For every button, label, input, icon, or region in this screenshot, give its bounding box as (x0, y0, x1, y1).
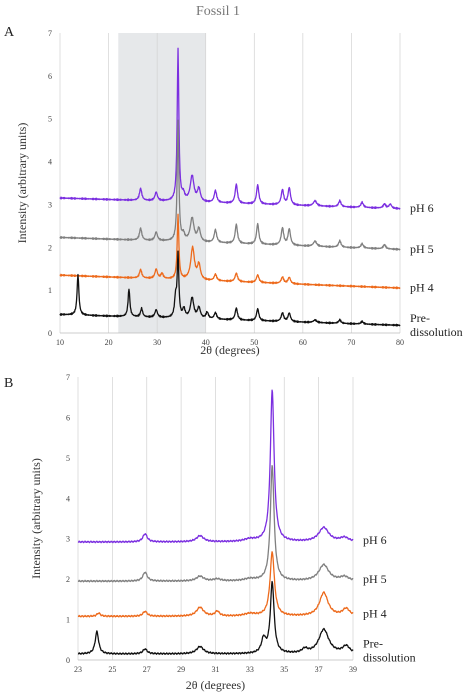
x-tick-label: 25 (108, 665, 116, 674)
y-axis-label: Intensity (arbitrary units) (29, 458, 43, 579)
chart-panel-a: A 10 20 30 40 50 60 70 80 0 1 2 3 4 5 6 7 2θ (degrees) Int… (4, 25, 463, 357)
series-line (59, 250, 401, 327)
x-tick-label: 35 (280, 665, 288, 674)
y-axis-label: Intensity (arbitrary units) (15, 123, 29, 244)
x-tick-label: 80 (396, 338, 404, 347)
series-label: pH 5 (363, 572, 387, 586)
series-line (77, 389, 354, 544)
x-tick-label: 20 (105, 338, 113, 347)
series-label: pH 6 (410, 201, 434, 215)
y-tick-label: 7 (48, 29, 52, 38)
y-tick-label: 0 (48, 329, 52, 338)
y-tick-label: 3 (48, 200, 52, 209)
y-tick-label: 1 (48, 286, 52, 295)
x-tick-label: 40 (202, 338, 210, 347)
y-tick-label: 7 (66, 373, 70, 382)
x-tick-label: 31 (212, 665, 220, 674)
series-label: Pre- (410, 311, 430, 325)
x-tick-label: 39 (349, 665, 357, 674)
series-label: pH 4 (363, 606, 387, 620)
y-tick-label: 0 (66, 656, 70, 665)
series-label: pH 6 (363, 533, 387, 547)
series-line (59, 47, 401, 210)
y-tick-label: 2 (66, 575, 70, 584)
x-tick-label: 10 (56, 338, 64, 347)
x-tick-label: 27 (143, 665, 151, 674)
panel-letter: B (4, 376, 13, 391)
y-tick-label: 5 (66, 454, 70, 463)
y-tick-label: 4 (66, 494, 70, 503)
x-tick-label: 29 (177, 665, 185, 674)
y-tick-label: 6 (48, 72, 52, 81)
series-line (59, 119, 401, 251)
y-tick-label: 5 (48, 115, 52, 124)
highlight-region (118, 33, 206, 333)
figure-title: Fossil 1 (196, 4, 240, 19)
y-tick-label: 1 (66, 616, 70, 625)
series-label: pH 4 (410, 281, 434, 295)
x-axis-label: 2θ (degrees) (186, 678, 245, 692)
x-tick-label: 23 (74, 665, 82, 674)
x-tick-label: 60 (299, 338, 307, 347)
x-axis-label: 2θ (degrees) (200, 343, 259, 357)
series-label: dissolution (410, 325, 463, 339)
series-line (77, 551, 354, 618)
series-line (59, 213, 401, 290)
series-label: pH 5 (410, 242, 434, 256)
x-tick-label: 30 (153, 338, 161, 347)
x-tick-label: 33 (246, 665, 254, 674)
y-tick-label: 3 (66, 535, 70, 544)
panel-letter: A (4, 25, 15, 40)
y-tick-label: 4 (48, 158, 52, 167)
series-label: dissolution (363, 651, 416, 665)
y-tick-label: 2 (48, 243, 52, 252)
y-tick-label: 6 (66, 413, 70, 422)
x-tick-label: 70 (347, 338, 355, 347)
series-line (77, 464, 354, 583)
x-tick-label: 37 (315, 665, 323, 674)
series-line (77, 580, 354, 656)
series-label: Pre- (363, 637, 383, 651)
x-tick-label: 50 (250, 338, 258, 347)
